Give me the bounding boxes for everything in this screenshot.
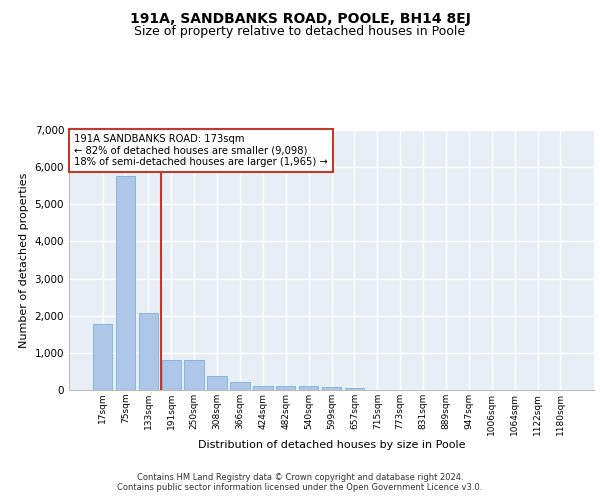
Text: Size of property relative to detached houses in Poole: Size of property relative to detached ho… [134, 25, 466, 38]
Text: Contains HM Land Registry data © Crown copyright and database right 2024.
Contai: Contains HM Land Registry data © Crown c… [118, 473, 482, 492]
Bar [184, 360, 204, 390]
Bar [93, 324, 112, 390]
Bar [230, 382, 250, 390]
Bar [253, 386, 272, 390]
Bar [208, 376, 227, 390]
Bar [161, 360, 181, 390]
Bar [139, 312, 158, 390]
Bar [322, 387, 341, 390]
Bar [299, 386, 319, 390]
Bar [116, 176, 135, 390]
X-axis label: Distribution of detached houses by size in Poole: Distribution of detached houses by size … [198, 440, 465, 450]
Text: 191A SANDBANKS ROAD: 173sqm
← 82% of detached houses are smaller (9,098)
18% of : 191A SANDBANKS ROAD: 173sqm ← 82% of det… [74, 134, 328, 167]
Bar [276, 386, 295, 390]
Bar [344, 388, 364, 390]
Y-axis label: Number of detached properties: Number of detached properties [19, 172, 29, 348]
Text: 191A, SANDBANKS ROAD, POOLE, BH14 8EJ: 191A, SANDBANKS ROAD, POOLE, BH14 8EJ [130, 12, 470, 26]
